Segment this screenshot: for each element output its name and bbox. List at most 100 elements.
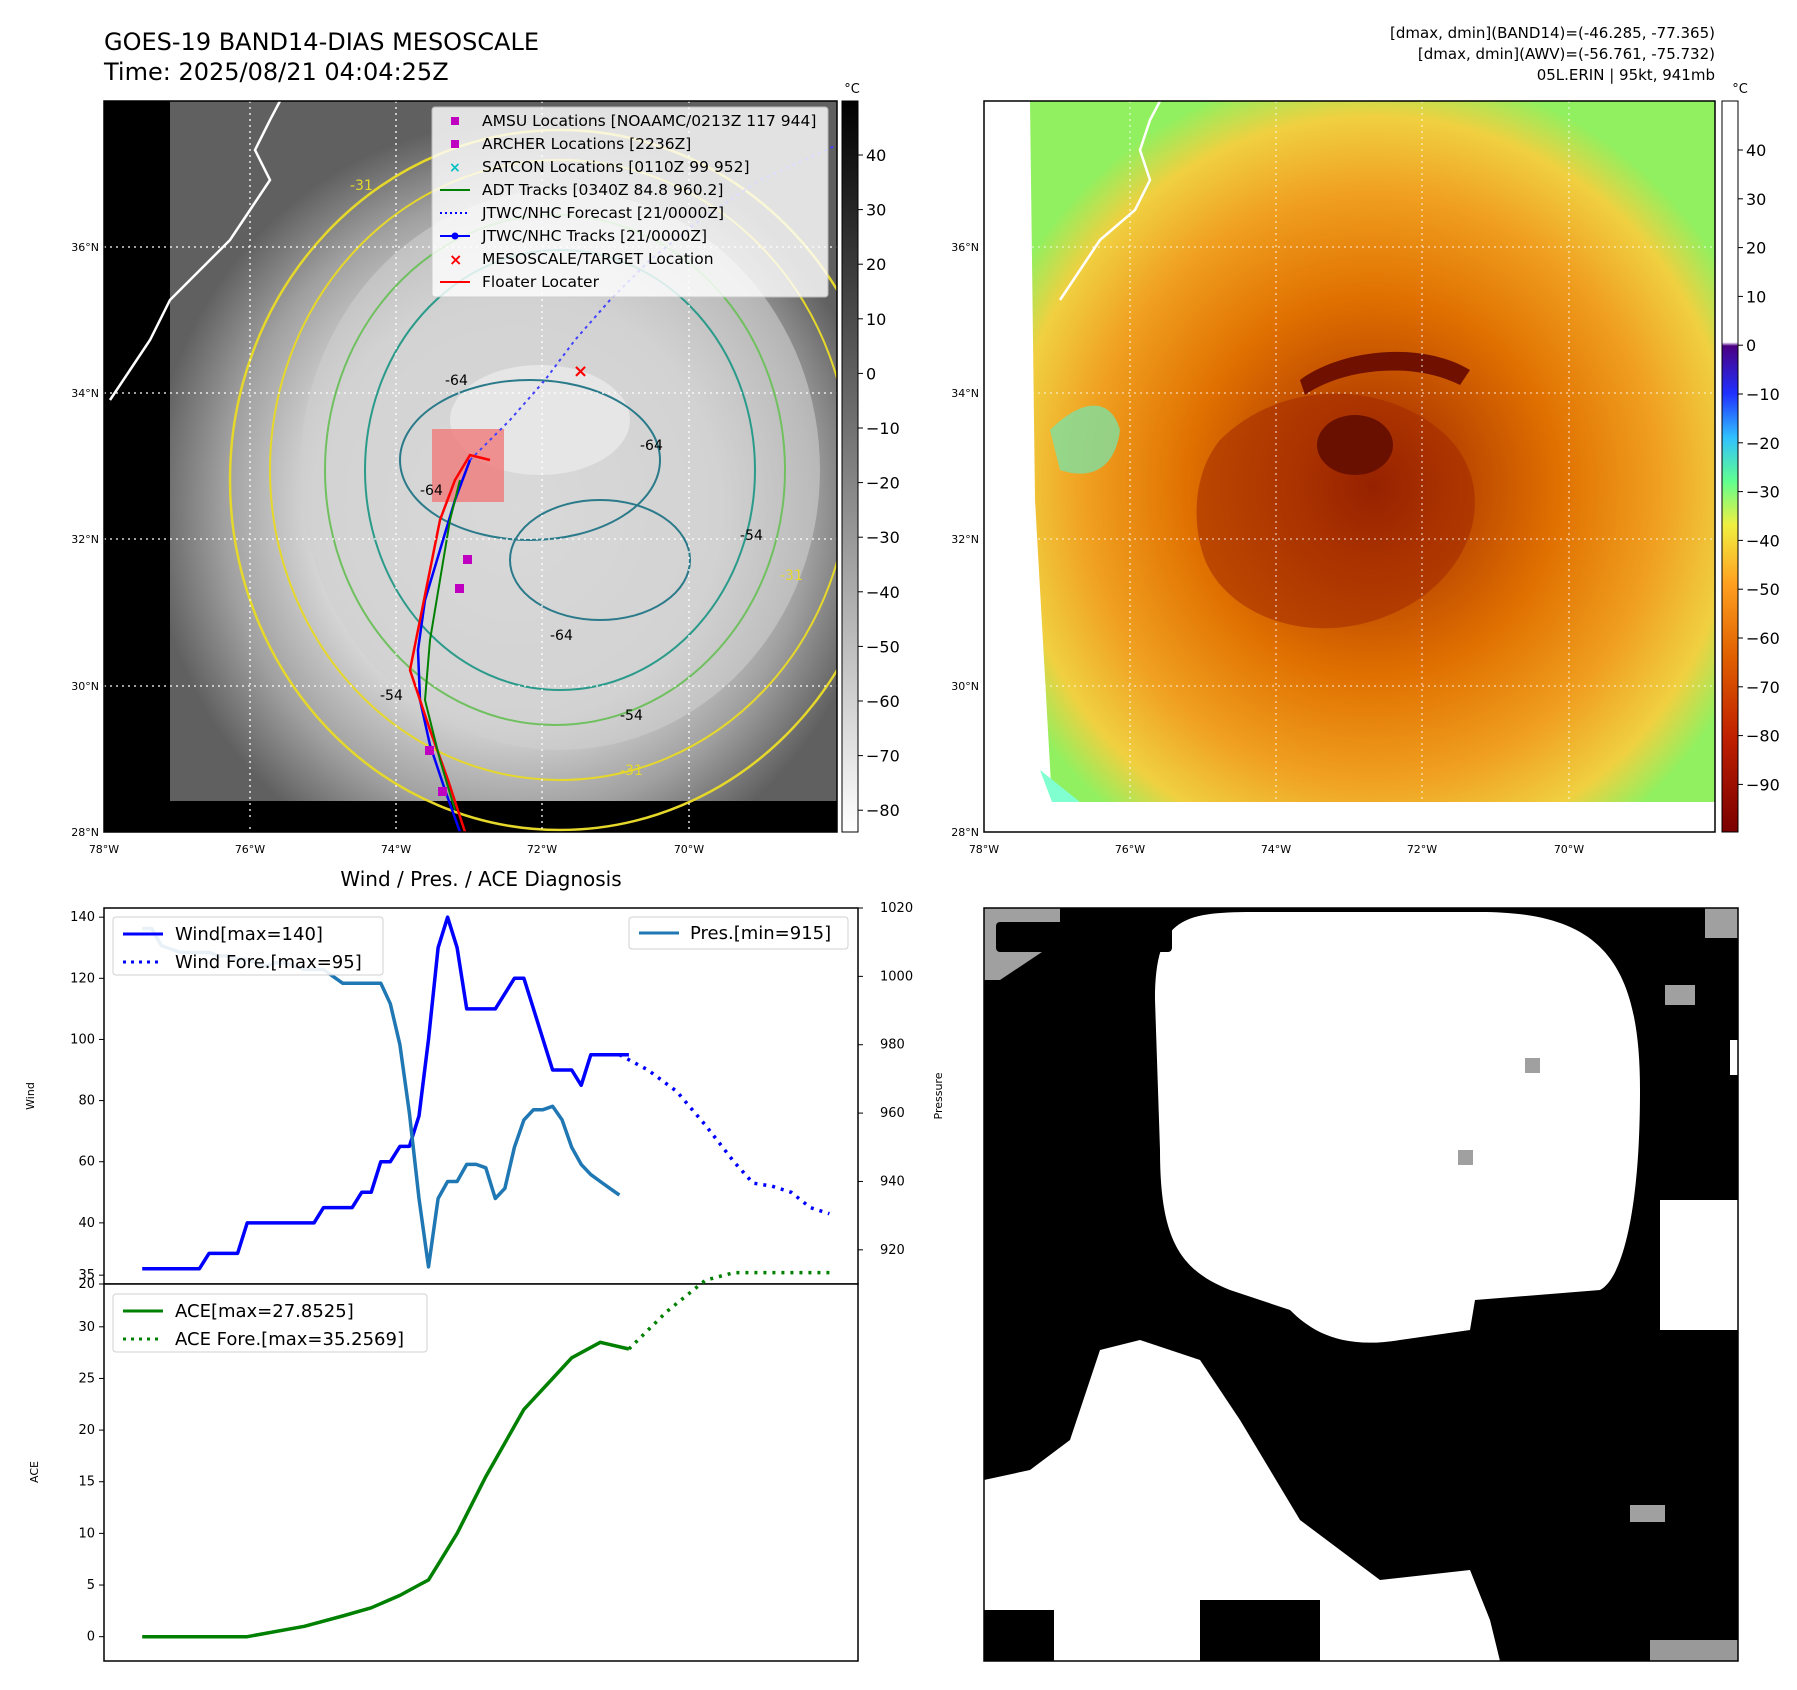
archer-marker	[463, 555, 472, 564]
figure-title: GOES-19 BAND14-DIAS MESOSCALE	[104, 28, 539, 56]
gray-colorbar-tick-label: −20	[866, 474, 900, 493]
color-colorbar-tick-label: 0	[1746, 336, 1756, 355]
map-legend: AMSU Locations [NOAAMC/0213Z 117 944] AR…	[431, 106, 829, 298]
ir-map-lat-labels: 36°N 34°N 32°N 30°N 28°N	[71, 241, 99, 839]
pressure-ytick-label: 1020	[880, 901, 913, 916]
ir-map-panel: × -31 -54 -64 -64 -64	[71, 100, 838, 856]
legend-ace-fore-label: ACE Fore.[max=35.2569]	[175, 1329, 404, 1350]
pressure-ytick-label: 1000	[880, 969, 913, 984]
gray-colorbar-tick-label: −60	[866, 692, 900, 711]
wmg-black-patch	[1200, 1600, 1320, 1661]
legend-amsu-label: AMSU Locations [NOAAMC/0213Z 117 944]	[482, 112, 816, 130]
color-colorbar-tick-label: −20	[1746, 434, 1780, 453]
pressure-ytick-label: 980	[880, 1038, 905, 1053]
map-legend-box	[431, 106, 829, 298]
gray-colorbar: °C 40 30 20 10 0 −10 −20 −30 −40 −50 −60 −70 −80	[841, 82, 900, 833]
wind-axis-label: Wind	[24, 1082, 37, 1110]
ace-ytick-label: 35	[78, 1268, 95, 1283]
wmg-panel: WMG Count: 0	[983, 907, 1739, 1662]
legend-target-marker: ×	[449, 250, 462, 269]
legend-wind-label: Wind[max=140]	[175, 924, 323, 945]
wmg-black-patch	[984, 1610, 1054, 1661]
awv-map-frame	[983, 100, 1716, 833]
pressure-axis-label: Pressure	[932, 1072, 945, 1119]
legend-pres-label: Pres.[min=915]	[690, 923, 831, 944]
gray-colorbar-tick-label: 0	[866, 364, 876, 383]
ir-map-frame	[103, 100, 838, 833]
contour-label: -64	[550, 628, 573, 644]
wmg-white-patch	[1730, 1040, 1738, 1075]
amsu-marker	[425, 746, 434, 755]
gray-colorbar-tick-label: 20	[866, 255, 886, 274]
ace-axis-label: ACE	[28, 1461, 41, 1483]
series-line-0	[142, 915, 629, 1271]
lon-label: 76°W	[235, 843, 265, 856]
lon-label: 74°W	[381, 843, 411, 856]
gray-colorbar-tick-label: 30	[866, 201, 886, 220]
lat-label: 28°N	[71, 826, 99, 839]
gray-colorbar-tick-label: −70	[866, 747, 900, 766]
legend-tracks-dot	[451, 232, 459, 240]
legend-floater-label: Floater Locater	[482, 273, 600, 291]
wind-ytick-label: 100	[70, 1032, 95, 1047]
lat-label: 32°N	[951, 533, 979, 546]
wind-legend-box	[112, 916, 384, 976]
color-colorbar-unit: °C	[1732, 82, 1748, 97]
stats-awv: [dmax, dmin](AWV)=(-56.761, -75.732)	[1418, 45, 1715, 63]
contour-label: -31	[780, 568, 803, 584]
contour-label: -54	[740, 528, 763, 544]
legend-archer-marker	[451, 140, 459, 148]
wmg-white-region-lower	[984, 1340, 1500, 1661]
awv-corner-moist	[1040, 770, 1080, 802]
lat-label: 32°N	[71, 533, 99, 546]
color-colorbar-tick-label: 30	[1746, 190, 1766, 209]
ace-series-line-0	[142, 1340, 630, 1639]
gray-colorbar-unit: °C	[844, 82, 860, 97]
wmg-white-patch	[1660, 1200, 1738, 1330]
color-colorbar-tick-label: −40	[1746, 531, 1780, 550]
awv-eye	[1317, 415, 1393, 475]
gray-colorbar-tick-label: 10	[866, 310, 886, 329]
legend-satcon-label: SATCON Locations [0110Z 99 952]	[482, 158, 750, 176]
color-colorbar: °C 40 30 20 10 0 −10 −20 −30 −40 −50 −60 −70 −80 −90	[1721, 82, 1780, 833]
pressure-ytick-label: 920	[880, 1243, 905, 1258]
color-colorbar-tick-label: −30	[1746, 483, 1780, 502]
color-colorbar-tick-label: −60	[1746, 629, 1780, 648]
contour-label: -64	[640, 438, 663, 454]
ace-ytick-label: 25	[78, 1371, 95, 1386]
copyright: Copyright © 2020-2025 Dapiya	[108, 809, 387, 828]
contour-label: -31	[350, 178, 373, 194]
wmg-gray-patch	[1705, 908, 1738, 938]
archer-marker	[455, 584, 464, 593]
awv-gridlines	[984, 101, 1715, 832]
color-colorbar-ticks: 40 30 20 10 0 −10 −20 −30 −40 −50 −60 −70 −80 −90	[1738, 141, 1780, 794]
gray-colorbar-tick-label: −10	[866, 419, 900, 438]
contour-label: -64	[445, 373, 468, 389]
awv-map-lat-labels: 36°N 34°N 32°N 30°N 28°N	[951, 241, 979, 839]
ace-ytick-label: 30	[78, 1320, 95, 1335]
ace-chart: ACE 0 5 10 15 20 25 30 35 ACE[max=27.8525] ACE …	[28, 1268, 859, 1662]
gray-colorbar-tick-label: −80	[866, 801, 900, 820]
lon-label: 72°W	[1407, 843, 1437, 856]
lon-label: 72°W	[527, 843, 557, 856]
ace-series	[142, 1270, 830, 1639]
ace-ytick-label: 5	[87, 1578, 95, 1593]
ace-legend-box	[112, 1293, 428, 1353]
gray-colorbar-tick-label: −30	[866, 528, 900, 547]
gray-colorbar-bar	[841, 100, 859, 833]
contour-label: -54	[620, 708, 643, 724]
mesoscale-target-marker: ×	[573, 361, 588, 382]
lat-label: 36°N	[951, 241, 979, 254]
awv-map-lon-labels: 78°W 76°W 74°W 72°W 70°W	[969, 843, 1584, 856]
lon-label: 76°W	[1115, 843, 1145, 856]
wmg-count-label: WMG Count: 0	[1003, 927, 1156, 949]
lon-label: 70°W	[674, 843, 704, 856]
wind-ytick-label: 120	[70, 971, 95, 986]
ace-series-line-1	[627, 1270, 830, 1351]
wmg-frame	[983, 907, 1739, 1662]
color-colorbar-tick-label: −50	[1746, 580, 1780, 599]
color-colorbar-tick-label: −10	[1746, 385, 1780, 404]
pressure-ytick-label: 960	[880, 1106, 905, 1121]
lon-label: 78°W	[969, 843, 999, 856]
wmg-gray-patch	[1458, 1150, 1473, 1165]
